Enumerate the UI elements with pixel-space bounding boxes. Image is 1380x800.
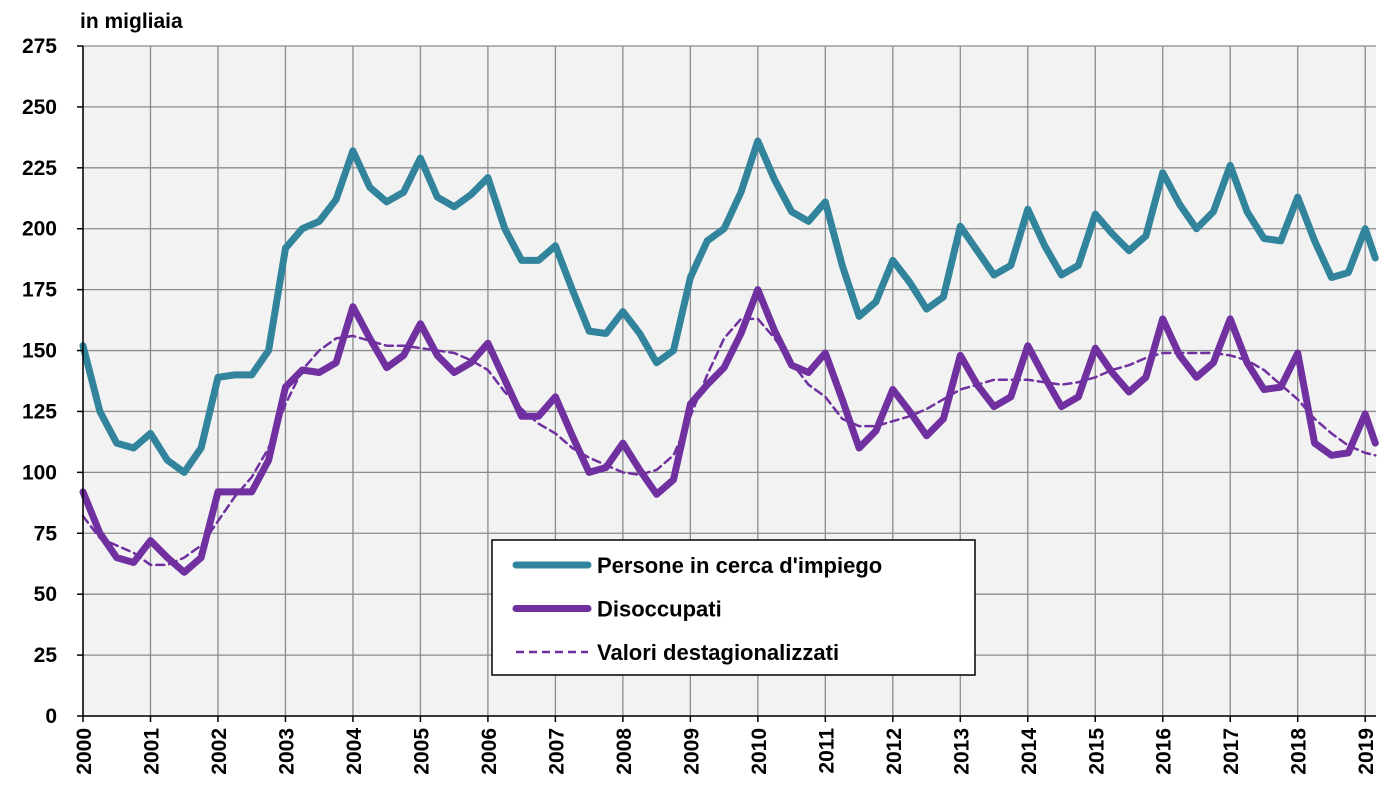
- legend-label: Persone in cerca d'impiego: [597, 553, 882, 578]
- y-tick-label: 0: [45, 705, 57, 728]
- x-tick-label: 2007: [545, 728, 568, 775]
- x-tick-label: 2017: [1220, 728, 1243, 775]
- x-tick-label: 2012: [883, 728, 906, 775]
- y-tick-label: 175: [22, 279, 57, 302]
- y-tick-label: 150: [22, 340, 57, 363]
- x-tick-label: 2001: [140, 728, 163, 775]
- y-tick-label: 125: [22, 400, 57, 423]
- y-axis-label: in migliaia: [80, 10, 183, 33]
- x-tick-label: 2013: [950, 728, 973, 775]
- y-tick-label: 200: [22, 218, 57, 241]
- x-tick-label: 2015: [1085, 728, 1108, 775]
- series-line: [79, 137, 1379, 476]
- y-tick-label: 225: [22, 157, 57, 180]
- legend-label: Valori destagionalizzati: [597, 640, 839, 665]
- y-tick-label: 25: [34, 644, 58, 667]
- x-tick-label: 2008: [613, 728, 636, 775]
- x-tick-label: 2009: [680, 728, 703, 775]
- x-tick-label: 2000: [73, 728, 96, 775]
- y-tick-label: 275: [22, 35, 57, 58]
- legend-label: Disoccupati: [597, 597, 722, 622]
- x-tick-label: 2016: [1153, 728, 1176, 775]
- y-tick-label: 75: [34, 522, 58, 545]
- y-tick-label: 100: [22, 461, 57, 484]
- x-tick-label: 2004: [343, 728, 366, 775]
- y-tick-label: 50: [34, 583, 57, 606]
- x-tick-label: 2019: [1355, 728, 1378, 775]
- x-tick-label: 2011: [815, 728, 838, 774]
- x-tick-label: 2002: [208, 728, 231, 775]
- x-tick-label: 2006: [478, 728, 501, 775]
- x-tick-label: 2014: [1018, 728, 1041, 775]
- x-tick-label: 2010: [748, 728, 771, 775]
- y-tick-label: 250: [22, 96, 57, 119]
- x-tick-label: 2005: [410, 728, 433, 775]
- x-tick-label: 2003: [275, 728, 298, 775]
- x-tick-label: 2018: [1288, 728, 1311, 775]
- series-line: [79, 286, 1379, 576]
